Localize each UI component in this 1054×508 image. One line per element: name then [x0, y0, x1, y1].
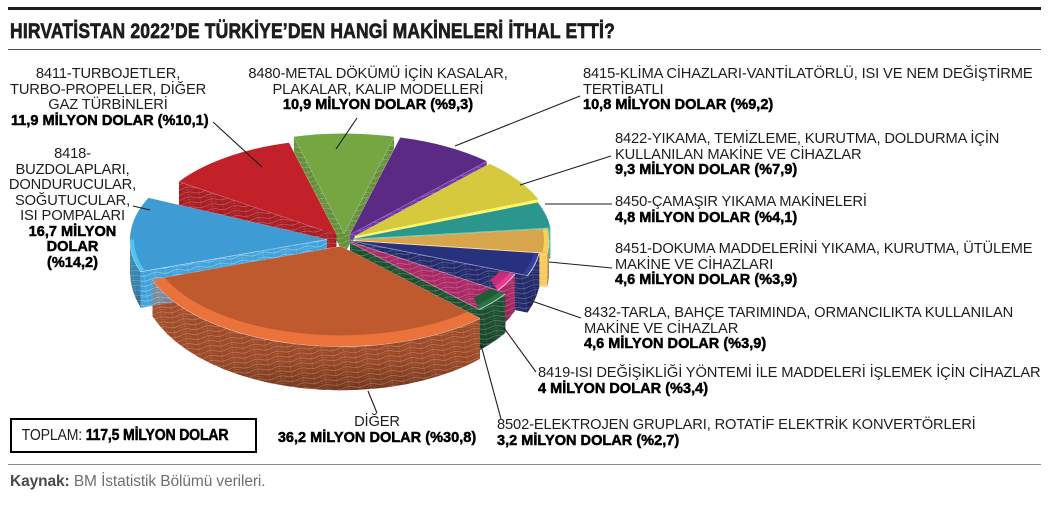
slice-value-line: 9,3 MİLYON DOLAR (%7,9): [615, 161, 798, 178]
leader-line-DİĞER: [367, 390, 378, 414]
pie-slice-8451-outer-face: [534, 228, 549, 253]
leader-line-8415: [454, 95, 581, 147]
slice-value-line: 36,2 MİLYON DOLAR (%30,8): [277, 428, 477, 446]
slice-callout-DİĞER: DİĞER 36,2 MİLYON DOLAR (%30,8): [262, 414, 492, 445]
title-underline-rule: [8, 49, 1041, 51]
slice-name-line: PLAKALAR, KALIP MODELLERİ: [272, 80, 484, 98]
leader-line-8480: [335, 117, 358, 150]
slice-name-line: 8422-YIKAMA, TEMİZLEME, KURUTMA, DOLDURM…: [615, 130, 1000, 147]
leader-line-8502: [480, 344, 502, 420]
slice-callout-8432: 8432-TARLA, BAHÇE TARIMINDA, ORMANCILIKT…: [584, 305, 1050, 352]
slice-name-line: TURBO-PROPELLER, DİĞER: [10, 80, 207, 98]
slice-callout-8450: 8450-ÇAMAŞIR YIKAMA MAKİNELERİ 4,8 MİLYON…: [615, 194, 1050, 225]
slice-value-line: 4,6 MİLYON DOLAR (%3,9): [615, 271, 798, 288]
slice-callout-8502: 8502-ELEKTROJEN GRUPLARI, ROTATİF ELEKTR…: [497, 417, 1047, 448]
slice-name-line: 8451-DOKUMA MADDELERİNİ YIKAMA, KURUTMA,…: [615, 240, 1033, 257]
slice-name-line: 8432-TARLA, BAHÇE TARIMINDA, ORMANCILIKT…: [584, 304, 1014, 321]
slice-name-line: BUZDOLAPLARI,: [15, 160, 130, 178]
slice-name-line: MAKİNE VE CİHAZLAR: [584, 319, 739, 337]
slice-value-line: 10,9 MİLYON DOLAR (%9,3): [282, 96, 474, 113]
slice-callout-8451: 8451-DOKUMA MADDELERİNİ YIKAMA, KURUTMA,…: [615, 241, 1050, 288]
top-rule: [8, 7, 1041, 10]
page-title: HIRVATİSTAN 2022’DE TÜRKİYE’DEN HANGİ MA…: [10, 19, 615, 44]
total-text: TOPLAM: 117,5 MİLYON DOLAR: [12, 426, 229, 445]
leader-line-8432: [528, 299, 582, 319]
slice-value-line: 11,9 MİLYON DOLAR (%10,1): [11, 111, 209, 129]
total-box: TOPLAM: 117,5 MİLYON DOLAR: [10, 418, 257, 453]
leader-line-8451: [548, 261, 613, 269]
slice-name-line: DONDURUCULAR,: [8, 176, 137, 193]
total-value: 117,5 MİLYON DOLAR: [85, 426, 229, 444]
leader-line-8419: [503, 327, 537, 373]
slice-name-line: 8411-TURBOJETLER,: [35, 65, 181, 82]
slice-value-line: 16,7 MİLYON: [28, 222, 117, 240]
slice-value-line: DOLAR: [46, 238, 99, 255]
pie-slice-8418-front-wall: [140, 239, 328, 308]
slice-name-line: KULLANILAN MAKİNE VE CİHAZLAR: [615, 145, 862, 163]
total-label: TOPLAM:: [21, 426, 86, 444]
slice-name-line: 8418-: [54, 145, 91, 162]
slice-callout-8418: 8418- BUZDOLAPLARI, DONDURUCULAR, SOĞUTUCUL…: [0, 146, 145, 270]
leader-line-8411: [212, 121, 263, 168]
slice-name-line: ISI POMPALARI: [20, 207, 125, 224]
slice-callout-8411: 8411-TURBOJETLER, TURBO-PROPELLER, DİĞER G…: [8, 65, 209, 129]
slice-value-line: 3,2 MİLYON DOLAR (%2,7): [497, 431, 680, 449]
slice-name-line: TERTİBATLI: [583, 80, 664, 98]
footer-rule: [8, 464, 1041, 466]
slice-name-line: 8419-ISI DEĞİŞİKLİĞİ YÖNTEMİ İLE MADDELE…: [538, 364, 1041, 381]
slice-value-line: 10,8 MİLYON DOLAR (%9,2): [583, 96, 774, 113]
leader-line-8418: [132, 205, 151, 211]
slice-name-line: SOĞUTUCULAR,: [14, 191, 131, 209]
slice-callout-8415: 8415-KLİMA CİHAZLARI-VANTİLATÖRLÜ, ISI V…: [583, 66, 1053, 113]
source-label: Kaynak:: [10, 473, 74, 490]
slice-value-line: 4,8 MİLYON DOLAR (%4,1): [615, 208, 798, 226]
slice-name-line: 8502-ELEKTROJEN GRUPLARI, ROTATİF ELEKTR…: [497, 416, 976, 433]
slice-callout-8422: 8422-YIKAMA, TEMİZLEME, KURUTMA, DOLDURM…: [615, 131, 1050, 178]
source-line: Kaynak: BM İstatistik Bölümü verileri.: [10, 473, 266, 491]
slice-value-line: 4 MİLYON DOLAR (%3,4): [538, 379, 709, 397]
slice-name-line: 8480-METAL DÖKÜMÜ İÇİN KASALAR,: [248, 65, 508, 82]
slice-name-line: 8450-ÇAMAŞIR YIKAMA MAKİNELERİ: [615, 193, 867, 210]
slice-name-line: GAZ TÜRBİNLERİ: [48, 96, 168, 113]
leader-line-8422: [519, 155, 612, 186]
slice-value-line: (%14,2): [47, 253, 98, 271]
slice-value-line: 4,6 MİLYON DOLAR (%3,9): [584, 335, 767, 352]
slice-callout-8419: 8419-ISI DEĞİŞİKLİĞİ YÖNTEMİ İLE MADDELE…: [538, 365, 1050, 396]
slice-name-line: 8415-KLİMA CİHAZLARI-VANTİLATÖRLÜ, ISI V…: [583, 65, 1033, 82]
slice-name-line: MAKİNE VE CİHAZLARI: [615, 255, 774, 273]
source-text: BM İstatistik Bölümü verileri.: [73, 473, 266, 490]
slice-callout-8480: 8480-METAL DÖKÜMÜ İÇİN KASALAR, PLAKALAR,…: [238, 66, 518, 113]
slice-name-line: DİĞER: [354, 413, 400, 430]
